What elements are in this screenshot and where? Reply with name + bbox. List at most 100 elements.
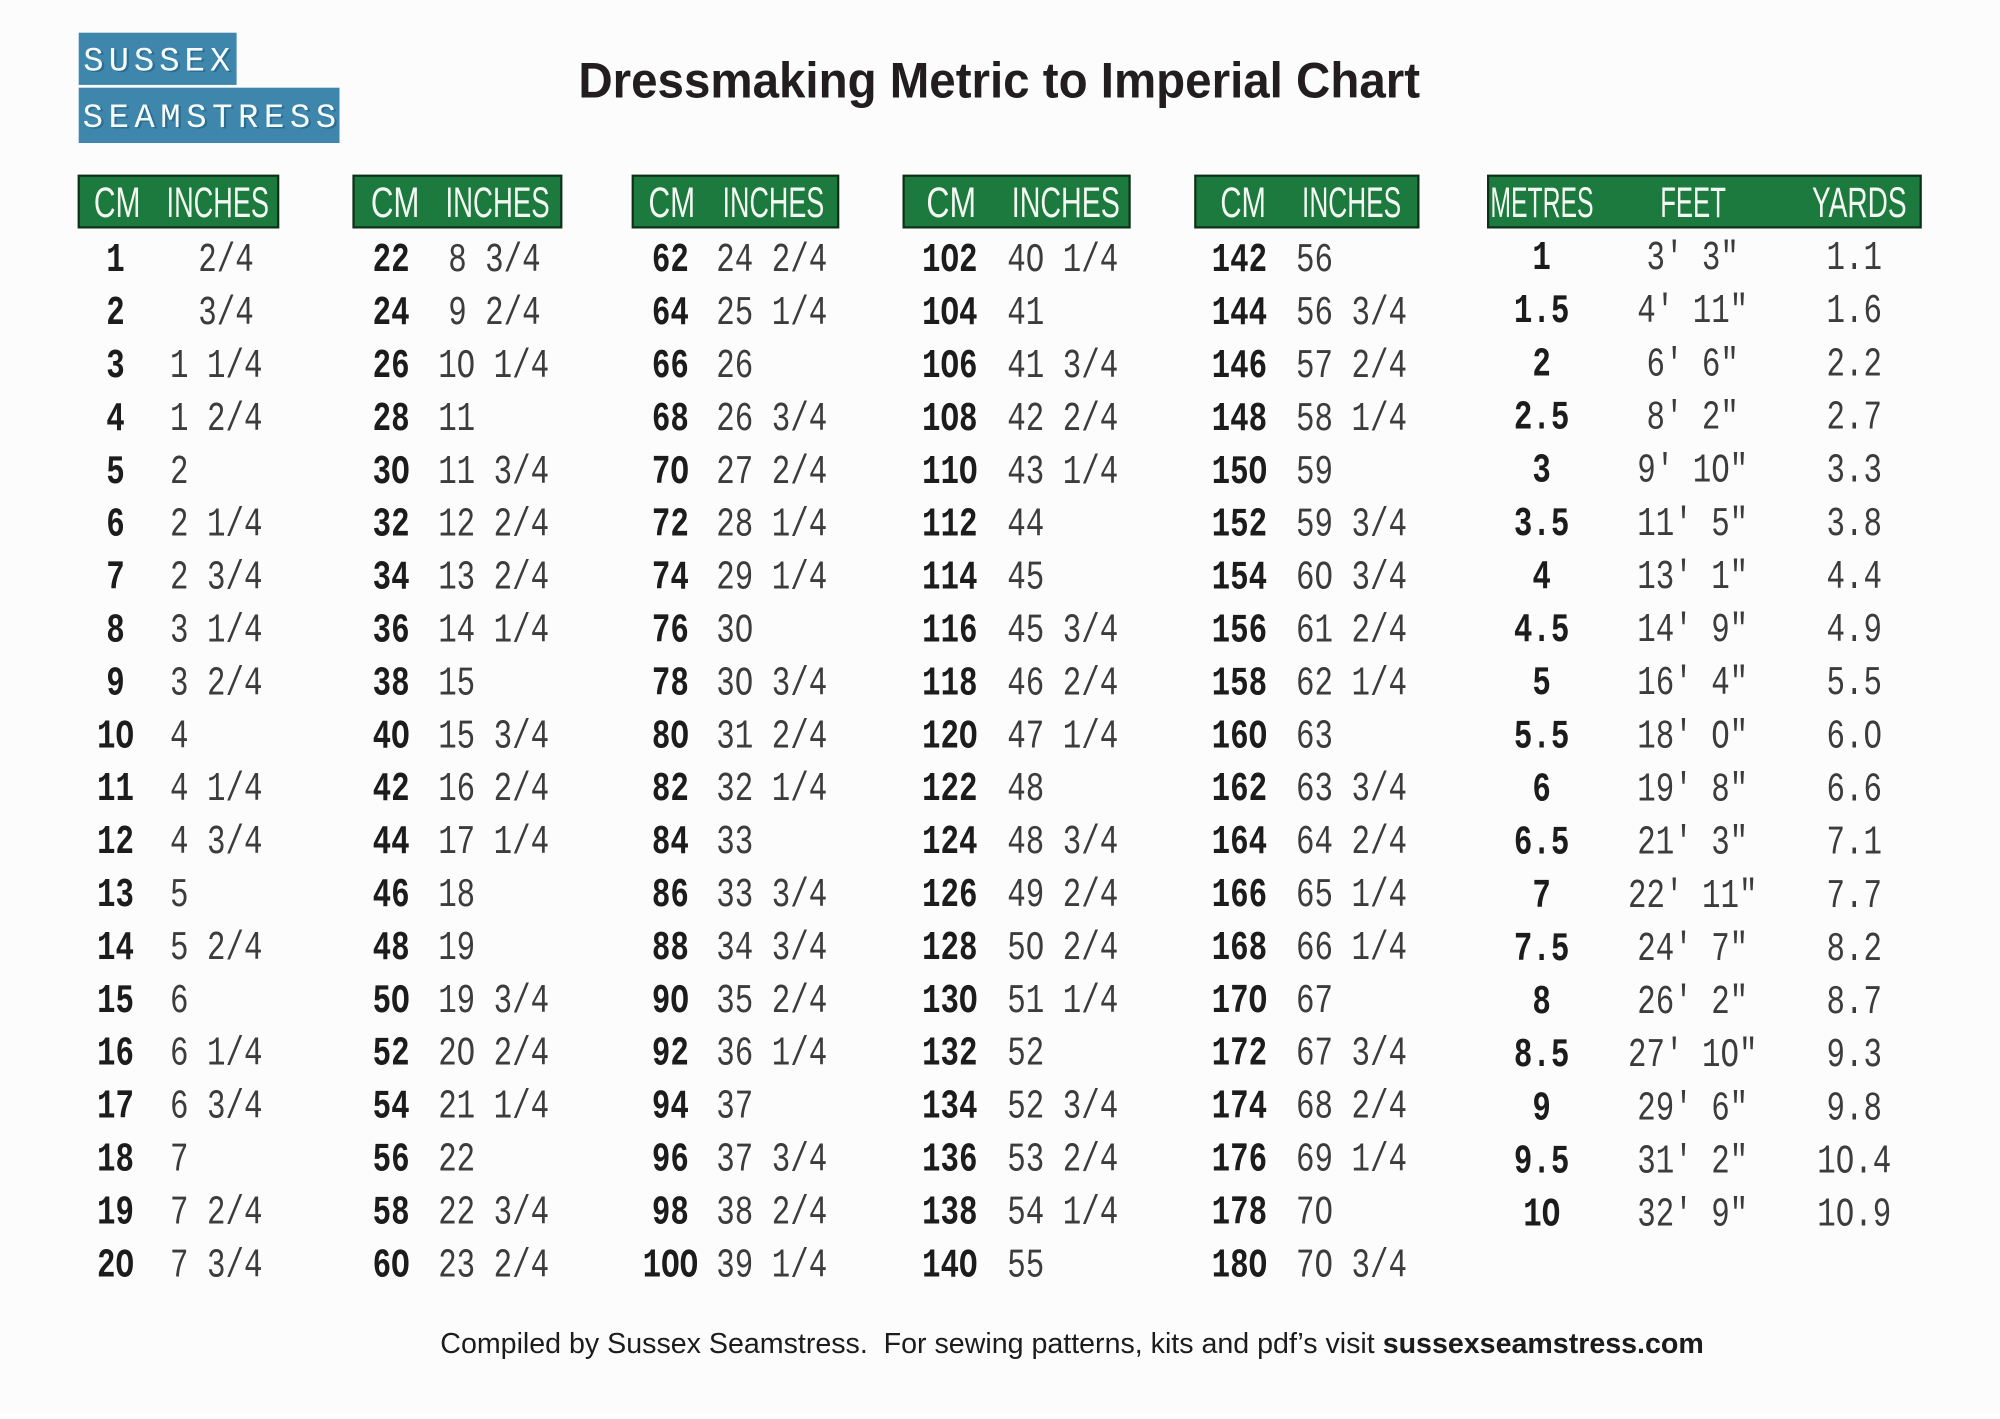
svg-text:4.9: 4.9 [1827, 607, 1883, 653]
svg-text:56: 56 [1296, 237, 1333, 283]
svg-text:1O.4: 1O.4 [1817, 1139, 1891, 1185]
svg-text:14' 9": 14' 9" [1637, 607, 1748, 653]
svg-text:4' 11": 4' 11" [1637, 288, 1748, 334]
svg-text:2O 2/4: 2O 2/4 [438, 1031, 549, 1077]
svg-text:54: 54 [373, 1084, 410, 1130]
svg-text:13: 13 [97, 872, 134, 918]
svg-text:62: 62 [652, 237, 689, 283]
svg-text:6 1/4: 6 1/4 [170, 1031, 263, 1077]
svg-text:5: 5 [170, 872, 189, 918]
svg-text:128: 128 [922, 925, 978, 971]
svg-text:94: 94 [652, 1084, 689, 1130]
svg-text:32 1/4: 32 1/4 [716, 766, 827, 812]
svg-text:33: 33 [716, 819, 753, 865]
svg-text:51 1/4: 51 1/4 [1007, 978, 1118, 1024]
svg-text:5 2/4: 5 2/4 [170, 925, 263, 971]
svg-text:98: 98 [652, 1189, 689, 1235]
svg-text:2 1/4: 2 1/4 [170, 502, 263, 548]
svg-text:3.3: 3.3 [1827, 448, 1883, 494]
svg-text:1 1/4: 1 1/4 [170, 343, 263, 389]
svg-text:CM: CM [94, 177, 141, 226]
svg-text:4: 4 [1532, 554, 1551, 600]
svg-text:56 3/4: 56 3/4 [1296, 290, 1407, 336]
svg-text:7O: 7O [1296, 1189, 1333, 1235]
svg-text:4O: 4O [373, 713, 410, 759]
svg-text:Dressmaking Metric to Imperial: Dressmaking Metric to Imperial Chart [578, 54, 1420, 109]
svg-text:1O: 1O [97, 713, 134, 759]
svg-text:11O: 11O [922, 449, 978, 495]
svg-text:24' 7": 24' 7" [1637, 926, 1748, 972]
svg-text:18O: 18O [1212, 1242, 1268, 1288]
svg-text:INCHES: INCHES [1012, 178, 1120, 226]
svg-text:158: 158 [1212, 660, 1268, 706]
svg-text:28: 28 [373, 396, 410, 442]
svg-text:3 1/4: 3 1/4 [170, 608, 263, 654]
svg-text:148: 148 [1212, 396, 1268, 442]
svg-text:4 1/4: 4 1/4 [170, 766, 263, 812]
svg-text:19 3/4: 19 3/4 [438, 978, 549, 1024]
svg-text:84: 84 [652, 819, 689, 865]
svg-text:116: 116 [922, 608, 978, 654]
svg-text:9O: 9O [652, 978, 689, 1024]
svg-text:31' 2": 31' 2" [1637, 1139, 1748, 1185]
svg-text:21' 3": 21' 3" [1637, 820, 1748, 866]
svg-text:3 2/4: 3 2/4 [170, 660, 263, 706]
svg-text:1 2/4: 1 2/4 [170, 396, 263, 442]
svg-text:CM: CM [1220, 178, 1266, 226]
svg-text:INCHES: INCHES [1302, 178, 1401, 226]
svg-text:34 3/4: 34 3/4 [716, 925, 827, 971]
svg-text:19: 19 [97, 1189, 134, 1235]
svg-text:9.5: 9.5 [1514, 1139, 1570, 1185]
svg-text:3: 3 [106, 343, 125, 389]
svg-text:INCHES: INCHES [723, 178, 825, 226]
svg-text:6: 6 [106, 502, 125, 548]
svg-text:63 3/4: 63 3/4 [1296, 766, 1407, 812]
svg-text:FEET: FEET [1660, 178, 1726, 227]
svg-text:11: 11 [438, 396, 475, 442]
svg-text:52: 52 [373, 1031, 410, 1077]
svg-text:174: 174 [1212, 1084, 1268, 1130]
svg-text:4.4: 4.4 [1827, 554, 1883, 600]
svg-text:92: 92 [652, 1031, 689, 1077]
svg-text:3' 3": 3' 3" [1646, 235, 1739, 281]
svg-text:152: 152 [1212, 502, 1268, 548]
svg-text:16 2/4: 16 2/4 [438, 766, 549, 812]
svg-text:15: 15 [97, 978, 134, 1024]
svg-text:38: 38 [373, 660, 410, 706]
svg-text:162: 162 [1212, 766, 1268, 812]
svg-text:142: 142 [1212, 237, 1268, 283]
svg-text:18: 18 [438, 872, 475, 918]
svg-text:114: 114 [922, 555, 978, 601]
svg-text:35 2/4: 35 2/4 [716, 978, 827, 1024]
svg-text:48: 48 [373, 925, 410, 971]
svg-text:3/4: 3/4 [198, 290, 254, 336]
svg-text:26' 2": 26' 2" [1637, 979, 1748, 1025]
svg-text:45: 45 [1007, 555, 1044, 601]
svg-text:23 2/4: 23 2/4 [438, 1242, 549, 1288]
svg-text:SEAMSTRESS: SEAMSTRESS [83, 100, 342, 138]
svg-text:14O: 14O [922, 1242, 978, 1288]
svg-text:72: 72 [652, 502, 689, 548]
svg-text:1.1: 1.1 [1827, 235, 1883, 281]
svg-text:19: 19 [438, 925, 475, 971]
svg-text:27' 1O": 27' 1O" [1628, 1032, 1757, 1078]
svg-text:7.7: 7.7 [1827, 873, 1883, 919]
svg-text:18' O": 18' O" [1637, 713, 1748, 759]
svg-text:Compiled by Sussex Seamstress.: Compiled by Sussex Seamstress. For sewin… [440, 1328, 1704, 1360]
svg-text:CM: CM [371, 178, 420, 226]
svg-text:136: 136 [922, 1137, 978, 1183]
svg-text:48 3/4: 48 3/4 [1007, 819, 1118, 865]
svg-text:1O: 1O [1523, 1192, 1560, 1238]
svg-text:8.5: 8.5 [1514, 1032, 1570, 1078]
svg-text:66 1/4: 66 1/4 [1296, 925, 1407, 971]
svg-text:48: 48 [1007, 766, 1044, 812]
svg-text:126: 126 [922, 872, 978, 918]
svg-text:49 2/4: 49 2/4 [1007, 872, 1118, 918]
svg-text:2O: 2O [97, 1242, 134, 1288]
svg-text:12: 12 [97, 819, 134, 865]
svg-text:26: 26 [716, 343, 753, 389]
svg-text:144: 144 [1212, 290, 1268, 336]
svg-text:5.5: 5.5 [1827, 660, 1883, 706]
svg-text:7.1: 7.1 [1827, 820, 1883, 866]
svg-text:16: 16 [97, 1031, 134, 1077]
